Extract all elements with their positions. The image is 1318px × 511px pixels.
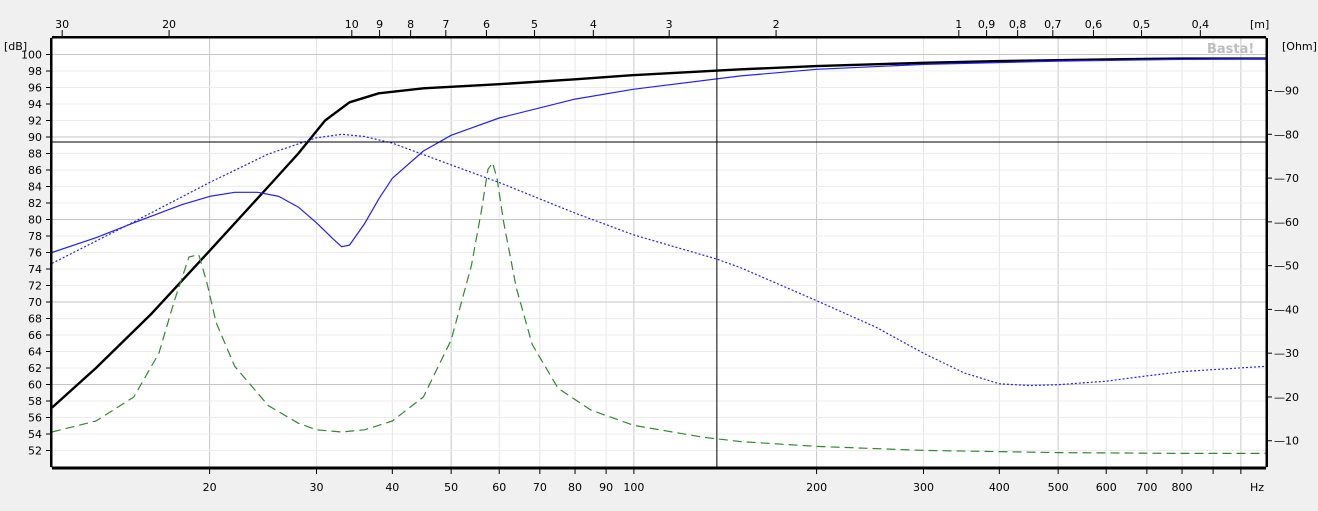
top-tick-label: 10	[345, 18, 359, 31]
y-left-tick-label: 72	[28, 280, 42, 293]
top-tick-label: 0,5	[1133, 18, 1151, 31]
top-tick-label: 0,4	[1192, 18, 1210, 31]
x-axis-ticks: 20 30 40 50 60 70 80 90 100 200 300 400 500 600 700 800	[203, 469, 1242, 494]
x-tick-label: 700	[1136, 481, 1157, 494]
top-tick-label: 0,9	[978, 18, 996, 31]
y-left-tick-label: 94	[28, 98, 42, 111]
y-left-tick-label: 52	[28, 445, 42, 458]
top-tick-label: 0,8	[1009, 18, 1027, 31]
y-right-tick-label: —20	[1274, 391, 1299, 404]
x-tick-label: 600	[1096, 481, 1117, 494]
y-right-axis-ticks: —10 —20 —30 —40 —50 —60 —70 —80 —90	[1267, 85, 1299, 448]
top-tick-label: 2	[773, 18, 780, 31]
y-left-tick-label: 88	[28, 148, 42, 161]
y-left-tick-label: 74	[28, 263, 42, 276]
y-right-tick-label: —90	[1274, 85, 1299, 98]
y-right-tick-label: —30	[1274, 347, 1299, 360]
series-line-2	[51, 58, 1267, 254]
cursor-crosshair[interactable]	[52, 38, 1266, 467]
y-right-tick-label: —70	[1274, 172, 1299, 185]
y-left-tick-label: 80	[28, 214, 42, 227]
y-right-tick-label: —50	[1274, 260, 1299, 273]
x-tick-label: 90	[599, 481, 613, 494]
y-left-tick-label: 90	[28, 131, 42, 144]
y-left-unit-label: [dB]	[4, 40, 27, 53]
y-left-tick-label: 76	[28, 247, 42, 260]
y-left-tick-label: 70	[28, 296, 42, 309]
x-tick-label: 800	[1172, 481, 1193, 494]
x-tick-label: 70	[533, 481, 547, 494]
y-left-tick-label: 68	[28, 313, 42, 326]
y-right-tick-label: —40	[1274, 303, 1299, 316]
y-left-tick-label: 78	[28, 230, 42, 243]
x-tick-label: 100	[623, 481, 644, 494]
series-line-4	[51, 162, 1266, 454]
y-right-tick-label: —80	[1274, 128, 1299, 141]
y-right-tick-label: —60	[1274, 216, 1299, 229]
top-tick-label: 20	[162, 18, 176, 31]
y-left-tick-label: 96	[28, 82, 42, 95]
y-left-tick-label: 82	[28, 197, 42, 210]
y-left-tick-label: 58	[28, 395, 42, 408]
x-axis-unit-label: Hz	[1250, 481, 1264, 494]
y-right-tick-label: —10	[1274, 435, 1299, 448]
top-axis-ticks: 30 20 10 9 8 7 6 5 4 3 2 1 0,9 0,8 0,7 0,6 0,5 0,4	[55, 18, 1209, 36]
x-tick-label: 60	[492, 481, 506, 494]
top-axis-unit-label: [m]	[1250, 18, 1269, 31]
top-tick-label: 30	[55, 18, 69, 31]
y-left-tick-label: 56	[28, 412, 42, 425]
y-left-tick-label: 86	[28, 164, 42, 177]
x-tick-label: 500	[1048, 481, 1069, 494]
top-tick-label: 1	[955, 18, 962, 31]
top-tick-label: 5	[531, 18, 538, 31]
top-tick-label: 0,7	[1044, 18, 1062, 31]
x-tick-label: 400	[989, 481, 1010, 494]
series-line-3	[51, 133, 1267, 387]
y-left-tick-label: 100	[21, 49, 42, 62]
y-left-tick-label: 60	[28, 379, 42, 392]
y-left-tick-label: 66	[28, 329, 42, 342]
top-tick-label: 9	[376, 18, 383, 31]
y-left-axis-ticks: 52 54 56 58 60 62 64 66 68 70 72 74 76 78 80 82 84 86 88 90…	[21, 49, 51, 458]
y-left-tick-label: 98	[28, 65, 42, 78]
x-tick-label: 50	[444, 481, 458, 494]
top-tick-label: 8	[407, 18, 414, 31]
top-tick-label: 3	[666, 18, 673, 31]
series-layer	[51, 57, 1267, 454]
x-tick-label: 40	[385, 481, 399, 494]
top-tick-label: 4	[590, 18, 597, 31]
x-tick-label: 20	[203, 481, 217, 494]
x-tick-label: 200	[806, 481, 827, 494]
y-left-tick-label: 92	[28, 115, 42, 128]
x-tick-label: 80	[568, 481, 582, 494]
y-left-tick-label: 64	[28, 346, 42, 359]
top-tick-label: 6	[483, 18, 490, 31]
top-tick-label: 0,6	[1085, 18, 1103, 31]
x-tick-label: 30	[309, 481, 323, 494]
series-line-1	[51, 57, 1266, 409]
y-left-tick-label: 54	[28, 428, 42, 441]
top-tick-label: 7	[442, 18, 449, 31]
y-left-tick-label: 84	[28, 181, 42, 194]
watermark: Basta!	[1207, 42, 1254, 57]
y-left-tick-label: 62	[28, 362, 42, 375]
plot-frame	[50, 36, 1268, 470]
y-right-unit-label: [Ohm]	[1282, 40, 1317, 53]
x-tick-label: 300	[913, 481, 934, 494]
